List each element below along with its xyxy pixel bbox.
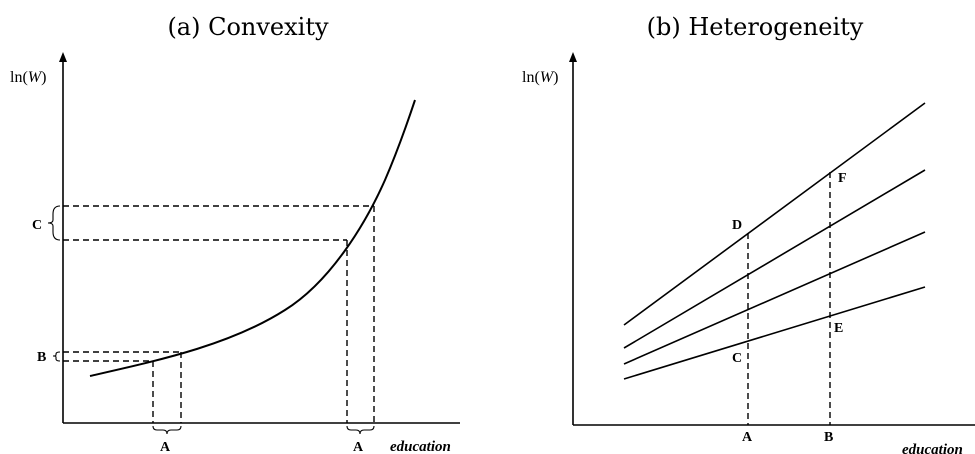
panel-b-line-3 bbox=[623, 231, 926, 365]
panel-b-line-4 bbox=[623, 286, 926, 380]
panel-b-label-f: F bbox=[838, 171, 847, 186]
panel-a-xlabel: education bbox=[390, 439, 451, 454]
panel-a-title: (a) Convexity bbox=[167, 13, 329, 41]
panel-a-y-arrowhead bbox=[59, 52, 67, 62]
panel-a-convex-curve bbox=[89, 99, 416, 377]
panel-a-brace-a-left bbox=[152, 425, 182, 435]
panel-b-ylabel: ln(W) bbox=[522, 69, 558, 86]
panel-b-label-e: E bbox=[834, 321, 843, 336]
panel-a-label-a-right: A bbox=[353, 440, 364, 454]
panel-b-label-a: A bbox=[742, 430, 753, 445]
panel-b-label-d: D bbox=[732, 218, 742, 233]
panel-b-y-arrowhead bbox=[569, 52, 577, 62]
panel-a-brace-c bbox=[47, 205, 61, 241]
panel-b-xlabel: education bbox=[902, 442, 963, 454]
panel-a-brace-b bbox=[52, 351, 61, 362]
panel-a-ylabel: ln(W) bbox=[10, 69, 46, 86]
panel-b-line-2 bbox=[623, 169, 926, 349]
panel-b-line-1 bbox=[623, 102, 926, 326]
panel-b-label-c: C bbox=[732, 351, 742, 366]
panel-a-label-c: C bbox=[32, 218, 42, 233]
panel-a-brace-a-right bbox=[346, 425, 375, 435]
panel-b-label-b: B bbox=[824, 430, 833, 445]
panel-a-convexity: (a) Convexity ln(W) C B A A education bbox=[10, 13, 460, 454]
panel-a-label-b: B bbox=[37, 350, 46, 365]
panel-a-label-a-left: A bbox=[160, 440, 171, 454]
panel-b-title: (b) Heterogeneity bbox=[647, 13, 864, 41]
panel-b-heterogeneity: (b) Heterogeneity ln(W) D C F E A B educ… bbox=[522, 13, 975, 454]
